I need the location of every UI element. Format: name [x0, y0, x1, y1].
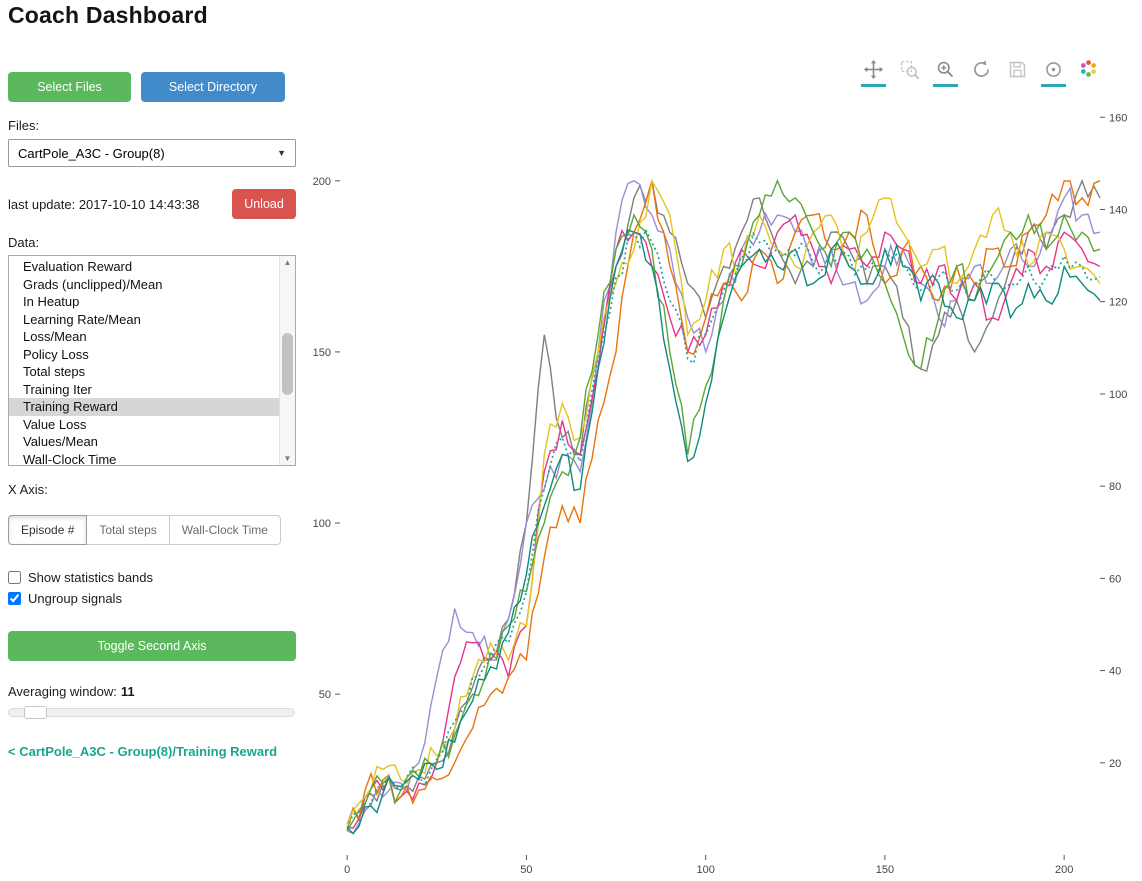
averaging-window-label: Averaging window:	[8, 684, 117, 699]
training-reward-chart[interactable]: 50 100 150 200 20 40 60 80 100 120 140 160 0 50 100 150…	[300, 55, 1142, 881]
x-axis-option-episode-[interactable]: Episode #	[8, 515, 88, 545]
series-line-signal_2	[346, 180, 1101, 835]
data-listbox[interactable]: Evaluation Reward Grads (unclipped)/Mean I…	[8, 255, 296, 466]
data-list-item[interactable]: Value Loss	[23, 416, 87, 432]
series-line-signal_6	[346, 178, 1101, 832]
data-list-item[interactable]: Total steps	[23, 364, 86, 379]
ungroup-signals-checkbox-row[interactable]: Ungroup signals	[8, 591, 296, 606]
series-line-signal_5	[346, 178, 1101, 825]
slider-thumb[interactable]	[24, 706, 47, 719]
x-axis-button-group: Episode # Total steps Wall-Clock Time	[8, 515, 296, 545]
files-select[interactable]: CartPole_A3C - Group(8) ▼	[8, 139, 296, 167]
y-right-tick-label: 120	[1109, 297, 1127, 309]
select-directory-button[interactable]: Select Directory	[141, 72, 285, 102]
y-right-tick-label: 80	[1109, 481, 1121, 493]
box-zoom-tool-icon[interactable]	[897, 57, 922, 87]
chevron-down-icon: ▼	[277, 148, 286, 158]
data-list-item[interactable]: Evaluation Reward	[23, 259, 133, 274]
data-list-item[interactable]: Learning Rate/Mean	[23, 311, 141, 327]
scroll-up-icon[interactable]: ▲	[283, 258, 292, 267]
data-list-item[interactable]: In Heatup	[23, 294, 80, 309]
reset-tool-icon[interactable]	[969, 57, 994, 87]
x-tick-label: 100	[696, 864, 714, 876]
averaging-window-value: 11	[120, 684, 135, 699]
bokeh-logo[interactable]	[1077, 57, 1100, 87]
x-tick-label: 200	[1055, 864, 1073, 876]
series-line-signal_4	[346, 180, 1101, 832]
data-list-item[interactable]: Loss/Mean	[23, 329, 87, 344]
wheel-zoom-tool-icon[interactable]	[933, 57, 958, 87]
files-select-value: CartPole_A3C - Group(8)	[18, 145, 165, 161]
data-list-item[interactable]: Values/Mean	[23, 434, 98, 449]
y-right-tick-label: 160	[1109, 112, 1127, 124]
data-list-items: Evaluation Reward Grads (unclipped)/Mean I…	[9, 258, 279, 466]
plot-toolbar	[861, 57, 1100, 87]
data-list-item[interactable]: Training Reward	[9, 398, 279, 416]
x-axis-option-total-steps[interactable]: Total steps	[86, 515, 170, 545]
unload-button[interactable]: Unload	[232, 189, 296, 219]
scrollbar-thumb[interactable]	[282, 333, 293, 396]
show-stats-checkbox-row[interactable]: Show statistics bands	[8, 570, 296, 585]
save-tool-icon[interactable]	[1005, 57, 1030, 87]
y-left-tick-label: 100	[313, 518, 331, 530]
y-right-tick-label: 60	[1109, 573, 1121, 585]
x-axis-option-wall-clock-time[interactable]: Wall-Clock Time	[168, 515, 281, 545]
pan-tool-icon[interactable]	[861, 57, 886, 87]
y-right-tick-label: 20	[1109, 758, 1121, 770]
last-update-text: last update: 2017-10-10 14:43:38	[8, 196, 200, 212]
x-tick-label: 150	[876, 864, 894, 876]
hover-tool-icon[interactable]	[1041, 57, 1066, 87]
averaging-window-slider[interactable]	[8, 706, 295, 719]
averaging-window-row: Averaging window: 11	[8, 684, 296, 699]
x-tick-label: 0	[344, 864, 350, 876]
series-line-signal_3	[347, 213, 1101, 829]
sidebar: Select Files Select Directory Files: Car…	[8, 72, 296, 759]
y-left-tick-label: 200	[313, 176, 331, 188]
data-list-item[interactable]: Grads (unclipped)/Mean	[23, 276, 163, 292]
select-files-button[interactable]: Select Files	[8, 72, 131, 102]
y-left-tick-label: 50	[319, 689, 331, 701]
y-right-tick-label: 140	[1109, 204, 1127, 216]
show-stats-checkbox[interactable]	[8, 571, 21, 584]
data-label: Data:	[8, 235, 40, 250]
scroll-down-icon[interactable]: ▼	[283, 454, 292, 463]
x-axis-label: X Axis:	[8, 482, 48, 497]
data-list-item[interactable]: Policy Loss	[23, 346, 89, 362]
file-buttons-row: Select Files Select Directory	[8, 72, 296, 102]
breadcrumb[interactable]: < CartPole_A3C - Group(8)/Training Rewar…	[8, 744, 278, 759]
series-line-signal_7	[346, 229, 1101, 835]
show-stats-label: Show statistics bands	[28, 570, 154, 585]
data-list-item[interactable]: Training Iter	[23, 381, 92, 397]
page-title: Coach Dashboard	[8, 2, 208, 28]
last-update-row: last update: 2017-10-10 14:43:38 Unload	[8, 189, 296, 219]
y-left-tick-label: 150	[313, 347, 331, 359]
listbox-scrollbar[interactable]: ▲ ▼	[279, 256, 295, 465]
plot-panel: 50 100 150 200 20 40 60 80 100 120 140 160 0 50 100 150…	[300, 55, 1142, 881]
y-right-tick-label: 100	[1109, 389, 1127, 401]
x-tick-label: 50	[520, 864, 532, 876]
files-label: Files:	[8, 118, 40, 133]
ungroup-signals-label: Ungroup signals	[28, 591, 122, 606]
y-right-tick-label: 40	[1109, 666, 1121, 678]
series-line-signal_1	[346, 178, 1101, 825]
data-list-item[interactable]: Wall-Clock Time	[23, 451, 117, 466]
toggle-second-axis-button[interactable]: Toggle Second Axis	[8, 631, 296, 661]
ungroup-signals-checkbox[interactable]	[8, 592, 21, 605]
scrollbar-track[interactable]	[280, 269, 295, 452]
